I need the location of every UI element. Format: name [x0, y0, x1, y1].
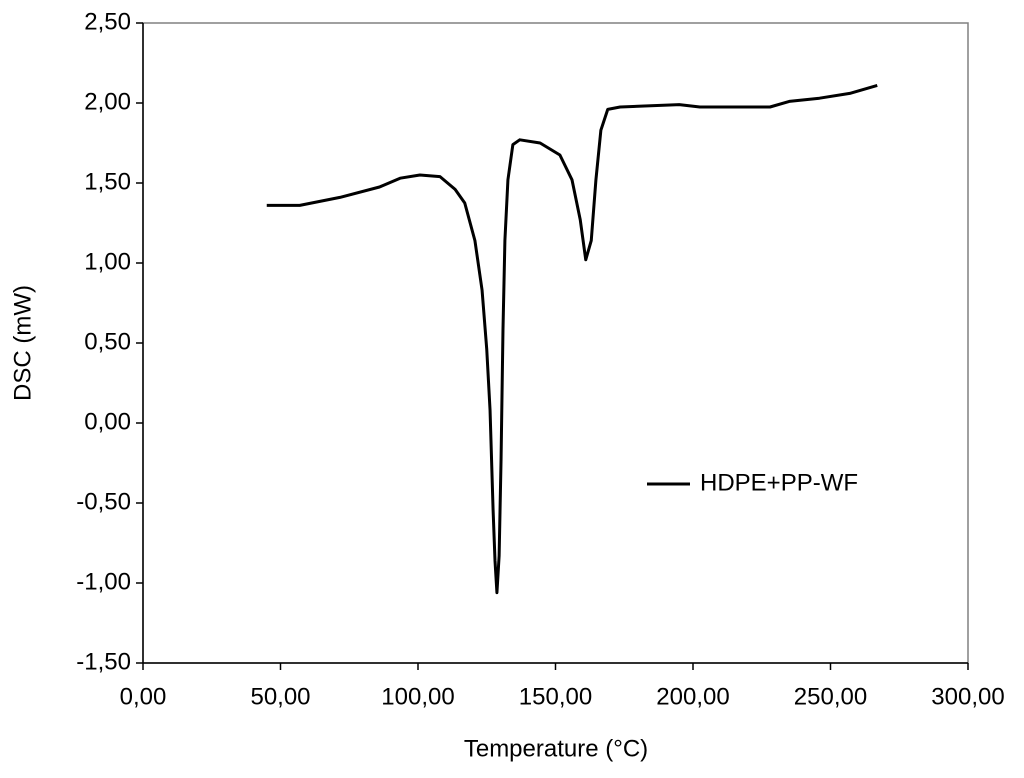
y-axis-label: DSC (mW): [9, 285, 36, 401]
y-tick-label: 2,50: [84, 8, 131, 35]
data-line: [266, 83, 878, 595]
x-tick-label: 200,00: [656, 683, 729, 710]
legend-label: HDPE+PP-WF: [700, 469, 858, 496]
y-tick-label: -0,50: [76, 488, 131, 515]
x-tick-label: 300,00: [931, 683, 1004, 710]
x-tick-label: 50,00: [250, 683, 310, 710]
x-tick-label: 150,00: [519, 683, 592, 710]
y-tick-label: 1,00: [84, 248, 131, 275]
x-axis-label: Temperature (°C): [464, 735, 648, 762]
y-tick-label: 0,50: [84, 328, 131, 355]
x-tick-label: 0,00: [120, 683, 167, 710]
y-tick-label: 0,00: [84, 408, 131, 435]
y-tick-label: 1,50: [84, 168, 131, 195]
y-tick-label: -1,00: [76, 568, 131, 595]
x-tick-label: 250,00: [794, 683, 867, 710]
y-tick-label: -1,50: [76, 648, 131, 675]
x-tick-label: 100,00: [381, 683, 454, 710]
plot-frame: [142, 22, 969, 664]
y-tick-label: 2,00: [84, 88, 131, 115]
